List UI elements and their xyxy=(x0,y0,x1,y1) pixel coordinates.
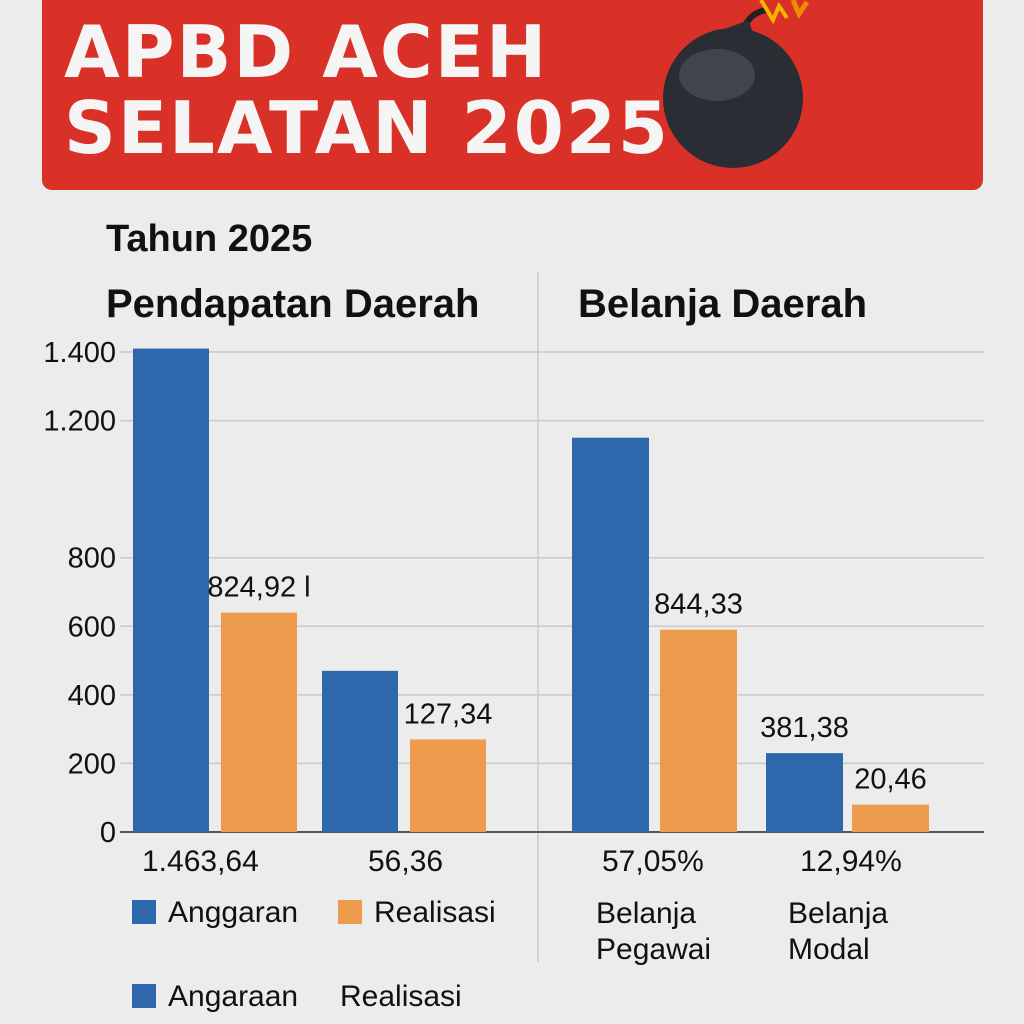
legend-label-anggaran-2: Angaraan xyxy=(168,980,299,1013)
y-tick-label: 200 xyxy=(68,748,116,780)
panel-title-pendapatan: Pendapatan Daerah xyxy=(106,282,480,326)
category-label-belanja-1: 57,05% xyxy=(602,845,704,878)
y-tick-label: 0 xyxy=(100,817,116,849)
data-label: 127,34 xyxy=(404,698,493,730)
category-label-pendapatan-2: 56,36 xyxy=(368,845,444,878)
y-tick-label: 400 xyxy=(68,680,116,712)
subtitle: Tahun 2025 xyxy=(106,218,313,260)
title-line-2: SELATAN 2025 xyxy=(64,86,671,170)
bar-anggaran xyxy=(572,437,649,832)
legend-label-anggaran: Anggaran xyxy=(168,896,299,929)
title-banner xyxy=(42,0,983,190)
category-name-belanja-modal: Belanja Modal xyxy=(788,896,888,968)
data-label: 844,33 xyxy=(654,589,743,621)
category-name-line: Belanja xyxy=(788,897,889,930)
category-label-belanja-2: 12,94% xyxy=(800,845,902,878)
category-label-pendapatan-1: 1.463,64 xyxy=(142,845,259,878)
y-tick-label: 1.200 xyxy=(43,406,116,438)
legend-label-realisasi-2: Realisasi xyxy=(340,980,462,1013)
y-tick-label: 1.400 xyxy=(43,337,116,369)
bar-anggaran xyxy=(133,348,209,832)
data-label: 381,38 xyxy=(760,712,849,744)
panel-title-belanja: Belanja Daerah xyxy=(578,282,868,326)
bar-realisasi xyxy=(221,612,297,832)
y-tick-label: 600 xyxy=(68,611,116,643)
data-label: 20,46 xyxy=(854,764,927,796)
data-label: 824,92 l xyxy=(207,572,310,604)
bar-anggaran xyxy=(322,670,398,832)
bar-realisasi xyxy=(852,804,929,832)
category-name-belanja-pegawai: Belanja Pegawai xyxy=(596,896,711,968)
bar-realisasi xyxy=(410,739,486,832)
legend-swatch-anggaran-2 xyxy=(132,984,156,1008)
bomb-icon xyxy=(663,0,810,168)
category-name-line: Belanja xyxy=(596,897,697,930)
legend-swatch-anggaran xyxy=(132,900,156,924)
bar-anggaran xyxy=(766,753,843,832)
legend-swatch-realisasi xyxy=(338,900,362,924)
title-line-1: APBD ACEH xyxy=(64,10,549,94)
bar-realisasi xyxy=(660,629,737,832)
legend-label-realisasi: Realisasi xyxy=(374,896,496,929)
category-name-line: Modal xyxy=(788,933,870,966)
category-name-line: Pegawai xyxy=(596,933,712,966)
y-tick-label: 800 xyxy=(68,543,116,575)
